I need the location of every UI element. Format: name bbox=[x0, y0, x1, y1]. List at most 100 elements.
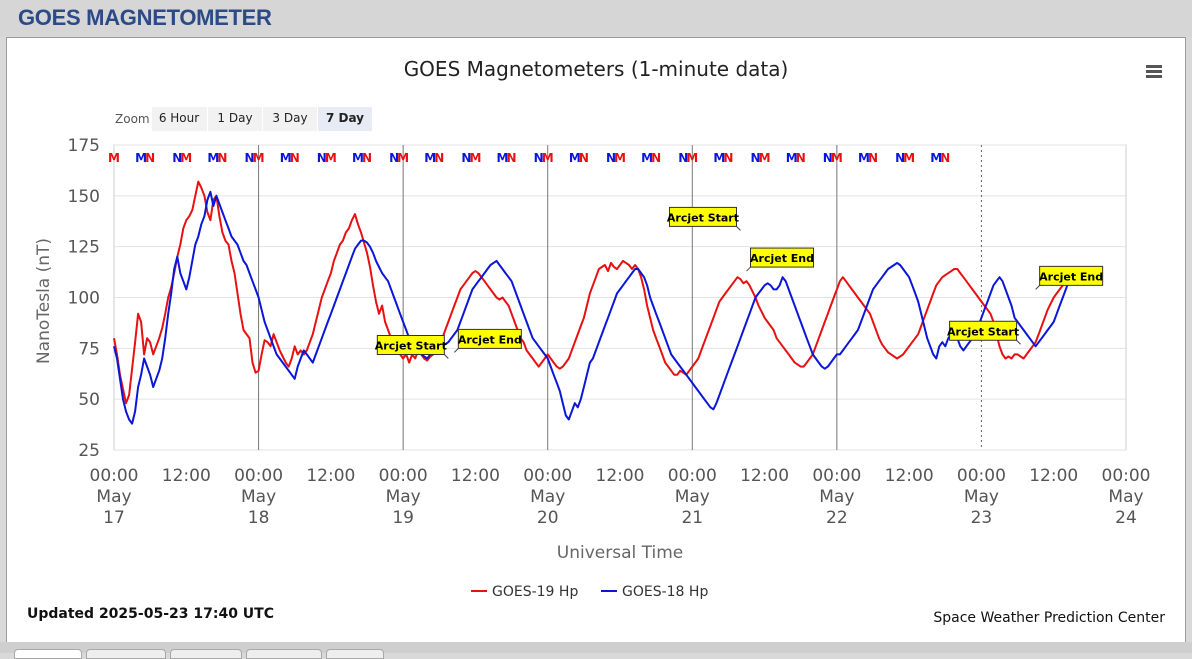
legend-item[interactable]: GOES-19 Hp bbox=[492, 584, 578, 600]
annotation-flag[interactable] bbox=[457, 328, 522, 349]
credits-link[interactable]: Space Weather Prediction Center bbox=[933, 610, 1165, 626]
x-tick-label: May bbox=[96, 487, 131, 507]
series-line-goes-19-hp[interactable] bbox=[113, 180, 1088, 405]
zoom-1d-button[interactable]: 1 Day bbox=[217, 111, 252, 125]
annotation-connector bbox=[746, 266, 751, 272]
mn-marker: N bbox=[723, 151, 733, 165]
series-line-goes-18-hp[interactable] bbox=[113, 190, 1085, 425]
x-tick-label: May bbox=[675, 487, 710, 507]
zoom-3d-button-bg[interactable] bbox=[263, 107, 317, 131]
mn-marker: M bbox=[497, 151, 509, 165]
annotation-connector bbox=[453, 348, 459, 353]
annotation-flag[interactable] bbox=[668, 206, 737, 227]
annotations: Arcjet Start Arcjet End Arcjet Start Arcjet… bbox=[375, 206, 1104, 359]
zoom-1d-button-bg[interactable] bbox=[208, 107, 262, 131]
mn-marker: N bbox=[461, 151, 471, 165]
tab-4[interactable] bbox=[246, 649, 322, 659]
tab-2[interactable] bbox=[86, 649, 166, 659]
x-tick-label: May bbox=[241, 487, 276, 507]
mn-marker: N bbox=[534, 151, 544, 165]
annotation-flag[interactable] bbox=[949, 320, 1018, 341]
annotation-flag[interactable] bbox=[750, 247, 814, 268]
y-tick-label: 75 bbox=[78, 339, 100, 359]
mn-marker: M bbox=[569, 151, 581, 165]
annotation-label: Arcjet End bbox=[1039, 270, 1103, 283]
bottom-tab-strip bbox=[0, 642, 1192, 653]
magnetometer-chart: GOES Magnetometers (1-minute data) Zoom … bbox=[27, 57, 1165, 626]
x-tick-label: 12:00 bbox=[451, 466, 500, 486]
annotation-label: Arcjet Start bbox=[375, 340, 447, 353]
y-tick-label: 150 bbox=[68, 187, 100, 207]
x-tick-label: 18 bbox=[248, 508, 270, 528]
x-tick-label: 00:00 bbox=[90, 466, 139, 486]
mn-marker: N bbox=[651, 151, 661, 165]
annotation-flag[interactable] bbox=[1039, 265, 1104, 286]
x-tick-label: 23 bbox=[971, 508, 993, 528]
zoom-6h-button-bg[interactable] bbox=[152, 107, 207, 131]
mn-marker: N bbox=[217, 151, 227, 165]
zoom-buttons: 6 Hour 1 Day 3 Day 7 Day bbox=[152, 107, 372, 131]
tab-1[interactable] bbox=[14, 649, 82, 659]
mn-marker: N bbox=[434, 151, 444, 165]
mn-marker: N bbox=[389, 151, 399, 165]
zoom-7d-button-bg[interactable] bbox=[318, 107, 372, 131]
tab-3[interactable] bbox=[170, 649, 242, 659]
mn-marker: N bbox=[362, 151, 372, 165]
mn-marker: M bbox=[641, 151, 653, 165]
y-axis-title: NanoTesla (nT) bbox=[34, 238, 54, 364]
x-tick-label: 00:00 bbox=[234, 466, 283, 486]
zoom-7d-button[interactable]: 7 Day bbox=[326, 111, 364, 125]
hamburger-menu-icon[interactable] bbox=[1146, 65, 1162, 78]
x-tick-label: 22 bbox=[826, 508, 848, 528]
annotation-flag[interactable] bbox=[376, 335, 445, 355]
mn-marker: M bbox=[542, 151, 554, 165]
x-tick-label: May bbox=[1108, 487, 1143, 507]
tab-5[interactable] bbox=[326, 649, 384, 659]
zoom-label: Zoom bbox=[115, 112, 150, 126]
chart-title: GOES Magnetometers (1-minute data) bbox=[404, 57, 789, 81]
mn-marker: M bbox=[469, 151, 481, 165]
annotation-label: Arcjet End bbox=[750, 252, 814, 265]
zoom-6h-button[interactable]: 6 Hour bbox=[159, 111, 199, 125]
mn-marker: N bbox=[823, 151, 833, 165]
mn-marker: N bbox=[606, 151, 616, 165]
x-tick-label: 21 bbox=[681, 508, 703, 528]
y-tick-label: 175 bbox=[68, 136, 100, 156]
mn-marker: M bbox=[614, 151, 626, 165]
mn-marker: N bbox=[751, 151, 761, 165]
x-tick-label: 12:00 bbox=[885, 466, 934, 486]
x-tick-label: 17 bbox=[103, 508, 125, 528]
annotation-connector bbox=[443, 354, 449, 359]
x-tick-label: 00:00 bbox=[379, 466, 428, 486]
x-tick-label: 12:00 bbox=[596, 466, 645, 486]
mn-marker: M bbox=[135, 151, 147, 165]
y-tick-label: 25 bbox=[78, 441, 100, 461]
x-tick-label: 00:00 bbox=[812, 466, 861, 486]
mn-marker: N bbox=[245, 151, 255, 165]
chart-panel: GOES Magnetometers (1-minute data) Zoom … bbox=[6, 37, 1186, 643]
y-tick-label: 100 bbox=[68, 289, 100, 309]
x-tick-label: May bbox=[964, 487, 999, 507]
annotation-label: Arcjet Start bbox=[947, 325, 1019, 338]
x-tick-label: 12:00 bbox=[1029, 466, 1078, 486]
mn-marker: M bbox=[325, 151, 337, 165]
x-tick-label: 12:00 bbox=[740, 466, 789, 486]
mn-marker: N bbox=[507, 151, 517, 165]
series-lines bbox=[113, 180, 1088, 425]
x-tick-label: 19 bbox=[392, 508, 414, 528]
mn-marker: M bbox=[424, 151, 436, 165]
grid bbox=[113, 144, 1127, 451]
annotation-label: Arcjet End bbox=[458, 333, 522, 346]
zoom-3d-button[interactable]: 3 Day bbox=[272, 111, 307, 125]
legend-item[interactable]: GOES-18 Hp bbox=[622, 584, 708, 600]
x-tick-label: May bbox=[386, 487, 421, 507]
x-tick-label: 00:00 bbox=[523, 466, 572, 486]
mn-marker: N bbox=[678, 151, 688, 165]
x-tick-label: 00:00 bbox=[1102, 466, 1151, 486]
x-tick-label: 12:00 bbox=[162, 466, 211, 486]
annotation-connector bbox=[1035, 285, 1040, 290]
mn-marker: M bbox=[253, 151, 265, 165]
mn-marker: M bbox=[759, 151, 771, 165]
mn-marker: N bbox=[796, 151, 806, 165]
mn-marker: N bbox=[940, 151, 950, 165]
